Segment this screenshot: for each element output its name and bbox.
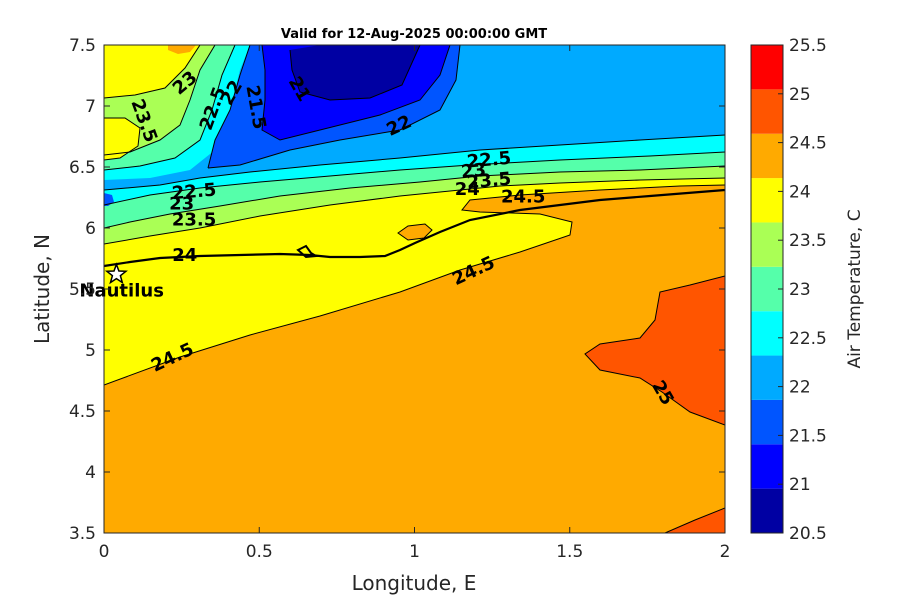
contour-line-25-sw [664, 507, 725, 533]
colorbar-segment [751, 399, 783, 445]
contour-label: 22.5 [171, 180, 217, 205]
contour-line-22 [104, 134, 725, 191]
contour-line-21 [261, 45, 451, 141]
y-tick-label: 6.5 [69, 158, 96, 178]
y-tick-label: 4 [85, 463, 96, 483]
x-axis-label: Longitude, E [352, 571, 477, 595]
contour-line-nw-23.5 [104, 45, 216, 156]
colorbar-tick-label: 20.5 [789, 524, 827, 544]
contour-line-24.5-se [584, 275, 725, 426]
colorbar-segment [751, 311, 783, 356]
contour-lines [104, 45, 725, 533]
y-tick-label: 7 [85, 97, 96, 117]
contour-label: 24 [172, 245, 197, 266]
contour-label: 23.5 [172, 209, 216, 230]
y-tick-label: 4.5 [69, 402, 96, 422]
y-axis: 3.5 4 4.5 5 5.5 6 6.5 7 7.5 [69, 36, 725, 544]
contour-fill-20.5-21 [290, 45, 420, 100]
contour-line-21.5 [207, 45, 461, 169]
contour-line-blob [397, 223, 433, 241]
colorbar-segment [751, 89, 783, 134]
contour-line-23.5 [104, 177, 725, 245]
colorbar-tick-label: 25.5 [789, 36, 827, 56]
contour-label: 23.5 [466, 169, 512, 194]
contour-line-nw-23 [104, 45, 236, 171]
y-tick-label: 5.5 [69, 280, 96, 300]
x-tick-label: 0.5 [246, 542, 273, 562]
contour-line-nw-24b [104, 117, 141, 161]
contour-fill-nw-24 [104, 45, 200, 98]
contour-line-nw-24 [104, 45, 201, 99]
y-tick-label: 5 [85, 341, 96, 361]
y-axis-label: Latitude, N [30, 234, 54, 344]
y-tick-label: 7.5 [69, 36, 96, 56]
y-tick-label: 3.5 [69, 524, 96, 544]
colorbar-tick-label: 25 [789, 85, 811, 105]
contour-line-24 [104, 184, 725, 386]
contour-fill-nw-24b [104, 118, 140, 160]
x-tick-label: 0 [99, 542, 110, 562]
colorbar-segment [751, 133, 783, 179]
x-tick-label: 2 [720, 542, 731, 562]
contour-plot-area [104, 45, 725, 533]
contour-label: 22.5 [466, 148, 512, 173]
star-marker-icon [104, 262, 128, 285]
colorbar-segment [751, 178, 783, 223]
colorbar-tick-label: 21 [789, 475, 811, 495]
colorbar-tick-label: 22 [789, 378, 811, 398]
colorbar-segment [751, 266, 783, 312]
coastline [103, 188, 726, 268]
colorbar-segment [751, 355, 783, 400]
chart-title: Valid for 12-Aug-2025 00:00:00 GMT [281, 27, 547, 42]
contour-label: 23 [460, 160, 487, 183]
contour-fill-nw-24.5 [168, 45, 196, 54]
colorbar-segment [751, 488, 783, 533]
colorbar-tick-label: 21.5 [789, 426, 827, 446]
colorbar-label: Air Temperature, C [845, 209, 865, 368]
contour-label: 24 [455, 179, 480, 200]
contour-fill-24.5-blob [398, 224, 432, 240]
contour-label: 24.5 [501, 186, 545, 207]
colorbar-tick-label: 24 [789, 182, 811, 202]
marker-group: Nautilus [79, 262, 164, 301]
colorbar-tick-label: 23.5 [789, 231, 827, 251]
x-tick-label: 1 [409, 542, 420, 562]
contour-fill-w-blob [104, 193, 114, 206]
contour-line-20.5 [289, 45, 421, 101]
contour-line-22.5 [104, 151, 725, 206]
contour-line-23 [104, 165, 725, 229]
contour-label: 23 [169, 194, 194, 215]
colorbar: 20.5 21 21.5 22 22.5 23 23.5 24 24.5 25 25.5 [750, 36, 827, 544]
colorbar-segment [751, 222, 783, 267]
x-axis: 0 0.5 1 1.5 2 [99, 45, 731, 562]
coastline-detail [296, 244, 320, 259]
colorbar-segment [751, 45, 783, 90]
colorbar-tick-label: 22.5 [789, 329, 827, 349]
colorbar-tick-label: 24.5 [789, 134, 827, 154]
marker-label: Nautilus [79, 280, 164, 301]
x-tick-label: 1.5 [556, 542, 583, 562]
contour-fill-25-25.5-se [585, 276, 725, 425]
colorbar-tick-label: 23 [789, 280, 811, 300]
colorbar-segment [751, 444, 783, 489]
y-tick-label: 6 [85, 219, 96, 239]
